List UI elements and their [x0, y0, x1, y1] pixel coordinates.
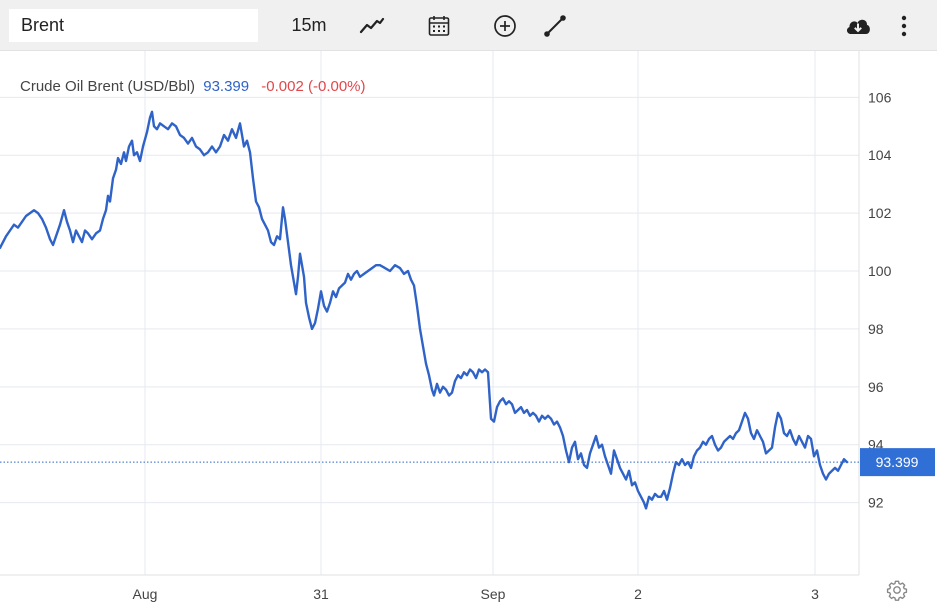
line-chart-icon: [359, 17, 385, 33]
gear-icon: [886, 580, 908, 601]
more-options-button[interactable]: [894, 9, 914, 42]
x-tick-label: Sep: [481, 586, 506, 602]
x-tick-label: Aug: [133, 586, 158, 602]
y-tick-label: 96: [868, 379, 884, 395]
interval-selector[interactable]: 15m: [291, 15, 327, 35]
x-tick-label: 3: [811, 586, 819, 602]
add-comparison-icon: [494, 14, 516, 37]
draw-line-icon: [544, 14, 566, 37]
symbol-search-input[interactable]: [9, 9, 258, 42]
chart-type-button[interactable]: [355, 9, 389, 42]
toolbar: 15m: [0, 0, 937, 51]
last-price-tag-label: 93.399: [876, 454, 919, 470]
y-tick-label: 98: [868, 321, 884, 337]
chart-area[interactable]: 106 104 102 100 98 96 94 92 Aug 31 Sep 2 3 93.399: [0, 51, 937, 612]
legend-last-price: 93.399: [203, 78, 250, 95]
x-tick-label: 2: [634, 586, 642, 602]
download-icon: [846, 19, 870, 34]
download-button[interactable]: [841, 9, 875, 42]
more-options-icon: [901, 15, 907, 36]
chart-legend: Crude Oil Brent (USD/Bbl) 93.399 -0.002 …: [20, 78, 366, 95]
x-tick-label: 31: [313, 586, 329, 602]
add-comparison-button[interactable]: [488, 9, 522, 42]
y-tick-label: 92: [868, 495, 884, 511]
instrument-name: Crude Oil Brent (USD/Bbl): [20, 78, 196, 95]
y-tick-label: 106: [868, 89, 892, 105]
y-tick-label: 102: [868, 205, 892, 221]
price-series-line: [0, 110, 849, 510]
draw-line-button[interactable]: [538, 9, 572, 42]
chart-settings-button[interactable]: [886, 579, 908, 601]
calendar-icon: [428, 15, 450, 36]
legend-price-change: -0.002 (-0.00%): [261, 78, 366, 95]
date-range-button[interactable]: [422, 9, 456, 42]
y-tick-label: 104: [868, 147, 892, 163]
last-price-tag: [860, 448, 935, 477]
y-tick-label: 100: [868, 263, 892, 279]
